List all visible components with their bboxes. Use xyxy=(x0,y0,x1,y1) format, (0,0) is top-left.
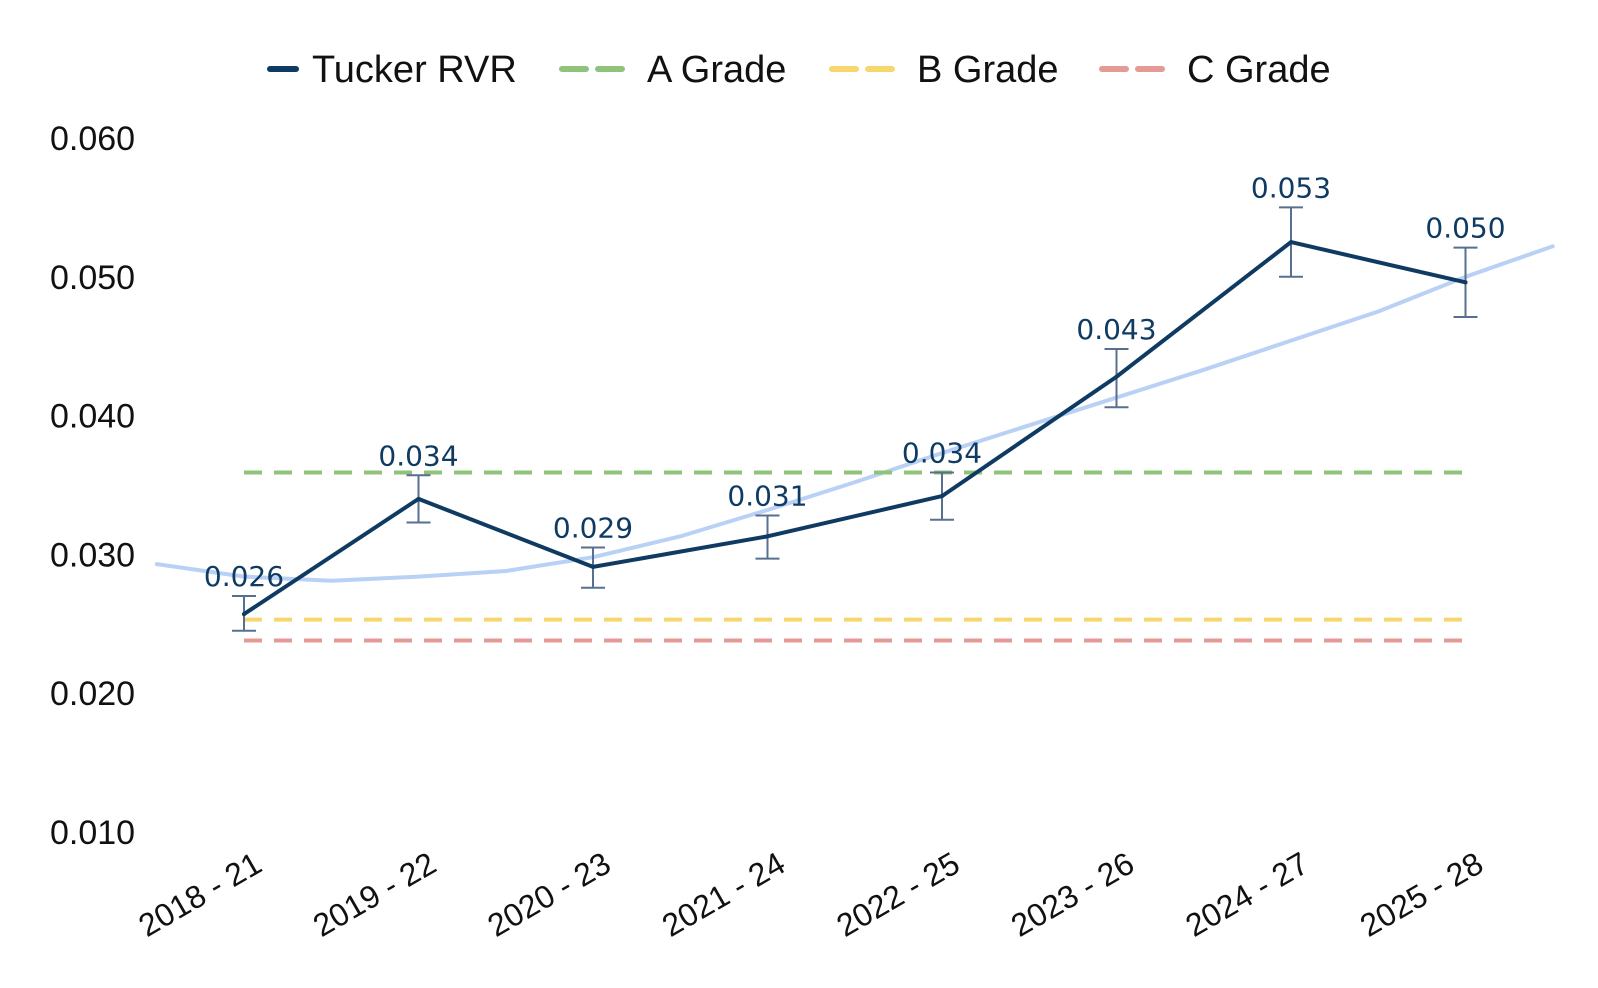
data-label: 0.050 xyxy=(1425,212,1505,245)
tucker-rvr-point xyxy=(765,534,770,539)
data-label: 0.043 xyxy=(1076,313,1156,346)
y-tick-label: 0.030 xyxy=(50,536,135,574)
legend-label-a-grade: A Grade xyxy=(647,49,786,91)
reference-lines-layer xyxy=(244,470,1466,643)
tucker-rvr-point xyxy=(242,612,246,617)
legend-label-c-grade: C Grade xyxy=(1187,49,1331,91)
trend-line xyxy=(154,244,1555,583)
x-tick-label: 2020 - 23 xyxy=(481,845,616,944)
x-tick-label: 2021 - 24 xyxy=(656,845,791,944)
tucker-rvr-point xyxy=(591,564,595,569)
legend-item-a-grade[interactable]: A Grade xyxy=(559,49,786,91)
trend-layer xyxy=(154,244,1555,583)
x-tick-label: 2023 - 26 xyxy=(1005,845,1140,944)
tucker-rvr-line xyxy=(242,240,1468,617)
legend-label-b-grade: B Grade xyxy=(917,49,1059,91)
y-tick-label: 0.020 xyxy=(50,675,135,713)
x-tick-label: 2019 - 22 xyxy=(307,845,442,944)
data-label: 0.029 xyxy=(553,511,633,544)
tucker-rvr-point xyxy=(416,496,421,501)
x-tick-label: 2018 - 21 xyxy=(132,845,267,944)
x-axis: 2018 - 21 2019 - 22 2020 - 23 2021 - 24 2022… xyxy=(132,845,1489,944)
data-label: 0.053 xyxy=(1251,171,1331,204)
legend-label-tucker-rvr: Tucker RVR xyxy=(312,49,517,91)
x-tick-label: 2024 - 27 xyxy=(1179,845,1314,944)
x-tick-label: 2022 - 25 xyxy=(830,845,965,944)
data-label: 0.031 xyxy=(727,480,807,513)
legend-item-c-grade[interactable]: C Grade xyxy=(1099,49,1331,91)
y-tick-label: 0.050 xyxy=(50,259,135,297)
legend-item-tucker-rvr[interactable]: Tucker RVR xyxy=(267,49,517,91)
y-tick-label: 0.040 xyxy=(50,398,135,436)
y-tick-label: 0.060 xyxy=(50,120,135,158)
series-layer xyxy=(242,240,1468,617)
tucker-rvr-point xyxy=(1114,374,1119,379)
data-labels-layer: 0.026 0.034 0.029 0.031 0.034 0.043 0.053 0.050 xyxy=(204,171,1506,593)
tucker-rvr-point xyxy=(1463,280,1468,285)
y-axis: 0.060 0.050 0.040 0.030 0.020 0.010 xyxy=(50,120,135,852)
data-label: 0.034 xyxy=(902,437,982,470)
tucker-rvr-point xyxy=(940,494,944,499)
y-tick-label: 0.010 xyxy=(50,814,135,852)
tucker-rvr-point xyxy=(1289,240,1293,245)
legend: Tucker RVR A Grade B Grade C Grade xyxy=(267,49,1331,91)
x-tick-label: 2025 - 28 xyxy=(1354,845,1489,944)
data-label: 0.034 xyxy=(378,439,458,472)
data-label: 0.026 xyxy=(204,560,284,593)
error-bars-layer xyxy=(232,206,1478,632)
legend-item-b-grade[interactable]: B Grade xyxy=(829,49,1059,91)
